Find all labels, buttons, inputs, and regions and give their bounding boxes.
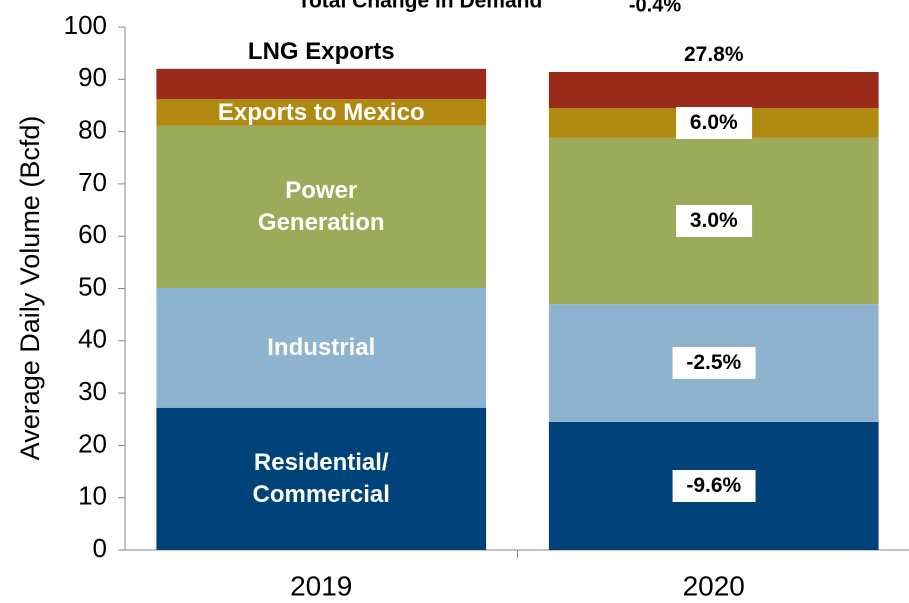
- bar-segment: [156, 287, 487, 408]
- bar-segment: [548, 71, 879, 109]
- y-tick-label: 100: [64, 10, 107, 40]
- change-label: 6.0%: [675, 106, 752, 139]
- y-tick-label: 40: [78, 324, 107, 354]
- y-tick-label: 30: [78, 376, 107, 406]
- bar-segment: [156, 125, 487, 288]
- segment-label: LNG Exports: [247, 37, 395, 65]
- segment-label: Residential/ Commercial: [252, 448, 390, 508]
- bar-segment: [156, 99, 487, 126]
- change-label: 27.8%: [683, 42, 744, 66]
- bar-segment: [156, 68, 487, 100]
- y-tick-label: 20: [78, 428, 107, 458]
- total-change: -0.4%: [629, 0, 681, 16]
- bar-segment: [156, 407, 487, 550]
- segment-label: Exports to Mexico: [217, 98, 425, 126]
- change-label: -9.6%: [672, 469, 756, 502]
- x-tick-label: 2020: [683, 570, 745, 601]
- y-tick-label: 50: [78, 271, 107, 301]
- x-tick-label: 2019: [290, 570, 352, 601]
- y-tick-label: 0: [93, 533, 107, 563]
- y-tick-label: 90: [78, 62, 107, 92]
- chart-title: Total Change in Demand: [298, 0, 543, 13]
- change-label: -2.5%: [672, 347, 756, 380]
- y-tick-label: 80: [78, 114, 107, 144]
- segment-label: Industrial: [267, 333, 376, 361]
- y-tick-label: 60: [78, 219, 107, 249]
- y-tick-label: 10: [78, 481, 107, 511]
- y-tick-label: 70: [78, 167, 107, 197]
- change-label: 3.0%: [675, 205, 752, 238]
- y-axis-label: Average Daily Volume (Bcfd): [15, 116, 45, 461]
- segment-label: Power Generation: [257, 176, 385, 236]
